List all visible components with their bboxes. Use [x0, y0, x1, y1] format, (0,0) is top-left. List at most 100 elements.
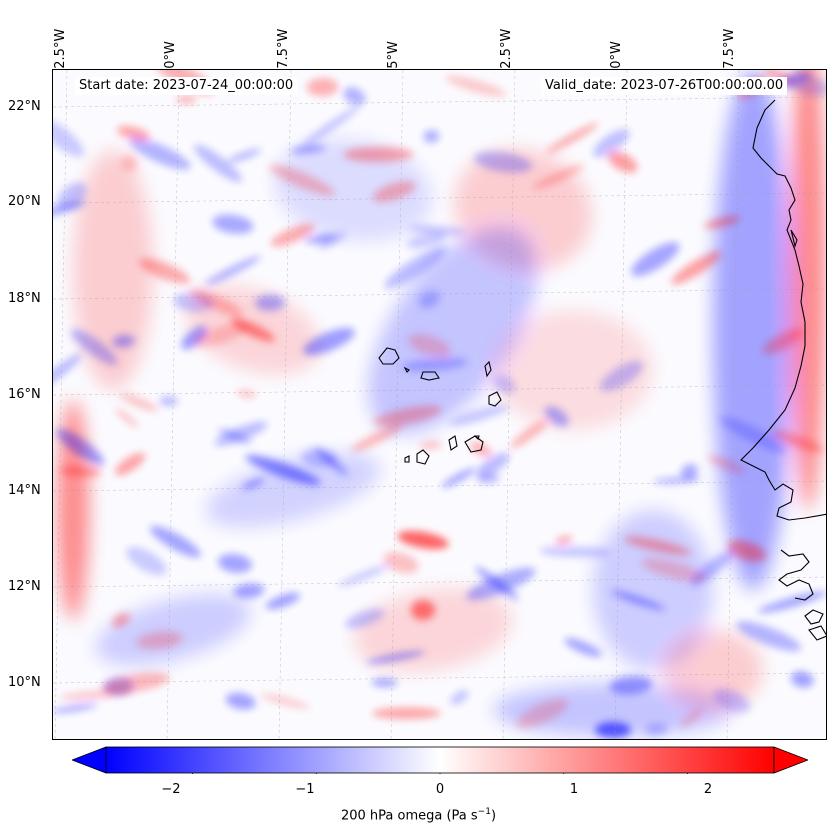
omega-streak [595, 722, 631, 738]
omega-streak [102, 672, 170, 694]
omega-streak [771, 430, 824, 453]
omega-streak [214, 421, 268, 446]
omega-streak [624, 536, 691, 555]
omega-streak [217, 553, 252, 573]
omega-streak [510, 420, 548, 449]
omega-streak [516, 698, 569, 729]
omega-streak [408, 334, 451, 358]
omega-region [663, 630, 763, 710]
omega-streak [564, 637, 602, 658]
omega-streak [408, 225, 465, 235]
omega-streak [345, 608, 385, 629]
omega-streak [544, 406, 569, 427]
omega-streak [56, 428, 105, 466]
colorbar-extend-max [773, 746, 808, 774]
omega-streak [762, 328, 804, 355]
colorbar-tick-0: 0 [435, 782, 445, 797]
omega-streak [608, 151, 638, 173]
omega-streak [371, 678, 398, 687]
omega-streak [116, 126, 151, 141]
omega-streak [306, 78, 339, 97]
colorbar-gradient [105, 746, 775, 774]
omega-streak [212, 214, 254, 234]
omega-streak [610, 590, 666, 611]
omega-streak [204, 255, 262, 286]
omega-streak [477, 452, 510, 477]
omega-streak [473, 151, 532, 173]
colorbar-extend-min [72, 746, 107, 774]
omega-streak [236, 389, 257, 398]
omega-streak [53, 353, 82, 392]
omega-streak [371, 707, 441, 720]
omega-streak [241, 478, 265, 490]
omega-streak [270, 223, 315, 247]
meridian-gridline [502, 70, 516, 739]
omega-streak [713, 688, 751, 713]
omega-streak [139, 258, 191, 284]
omega-streak [255, 294, 286, 311]
omega-streak [227, 148, 262, 163]
omega-streak [259, 693, 311, 709]
omega-streak [265, 592, 301, 610]
omega-region [205, 452, 381, 528]
omega-region [73, 150, 153, 390]
omega-streak [707, 454, 745, 474]
omega-streak [136, 631, 183, 650]
omega-streak [787, 74, 826, 96]
omega-streak [366, 651, 425, 664]
omega-streak [680, 709, 702, 728]
omega-streak [337, 564, 389, 587]
omega-streak [671, 251, 722, 285]
omega-streak [301, 448, 338, 467]
omega-streak [445, 75, 507, 97]
omega-streak [112, 334, 135, 348]
omega-region [713, 70, 793, 590]
omega-streak [343, 87, 366, 106]
omega-streak [419, 440, 443, 450]
omega-region [353, 588, 513, 672]
omega-region [273, 138, 433, 242]
omega-streak [645, 722, 668, 736]
omega-streak [476, 473, 500, 484]
omega-streak [304, 234, 335, 244]
lat-label-14n: 14°N [8, 483, 41, 498]
omega-streak [120, 393, 159, 412]
omega-streak [59, 465, 102, 478]
omega-streak [384, 247, 447, 289]
lat-label-20n: 20°N [8, 194, 41, 209]
omega-streak [111, 612, 131, 628]
omega-streak [121, 154, 138, 172]
omega-streak [373, 405, 442, 427]
meridian-gridline [390, 70, 404, 739]
omega-streak [641, 558, 706, 582]
omega-streak [631, 242, 680, 277]
omega-streak [245, 454, 321, 486]
colorbar-tick-2: 2 [703, 782, 713, 797]
omega-streak [126, 546, 167, 576]
lat-label-16n: 16°N [8, 387, 41, 402]
omega-map-panel [52, 69, 827, 740]
meridian-gridline [726, 70, 740, 739]
omega-streak [680, 463, 698, 480]
omega-streak [401, 357, 468, 372]
meridian-gridline [614, 70, 628, 739]
omega-streak [397, 530, 449, 550]
omega-streak [175, 96, 197, 103]
meridian-gridline [278, 70, 292, 739]
omega-streak [233, 583, 265, 599]
omega-region [368, 225, 538, 435]
omega-streak [225, 692, 256, 710]
meridian-gridline [166, 70, 180, 739]
omega-region [493, 310, 653, 430]
omega-streak [609, 676, 653, 695]
omega-sharp-features [53, 70, 826, 738]
omega-field-map [53, 70, 826, 739]
omega-streak [193, 144, 243, 183]
omega-streak [727, 540, 766, 562]
omega-streak [449, 690, 469, 705]
omega-streak [411, 600, 435, 620]
omega-streak [302, 106, 360, 146]
omega-streak [418, 290, 440, 308]
omega-streak [555, 535, 573, 545]
omega-streak [70, 329, 118, 366]
